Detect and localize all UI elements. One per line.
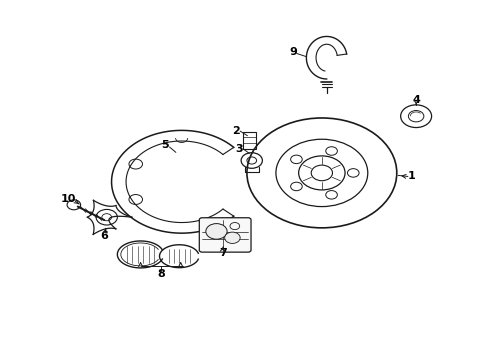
Text: 6: 6	[100, 231, 108, 241]
Circle shape	[224, 232, 240, 243]
FancyBboxPatch shape	[199, 218, 250, 252]
Text: 8: 8	[157, 269, 165, 279]
Text: 2: 2	[232, 126, 240, 136]
Text: 5: 5	[161, 140, 168, 150]
Text: 4: 4	[411, 95, 419, 105]
Text: 3: 3	[234, 144, 242, 154]
Circle shape	[205, 224, 226, 239]
Text: 10: 10	[61, 194, 76, 204]
Text: 1: 1	[407, 171, 414, 181]
Text: 9: 9	[288, 48, 296, 57]
Text: 7: 7	[219, 248, 226, 258]
Bar	[242, 132, 256, 149]
